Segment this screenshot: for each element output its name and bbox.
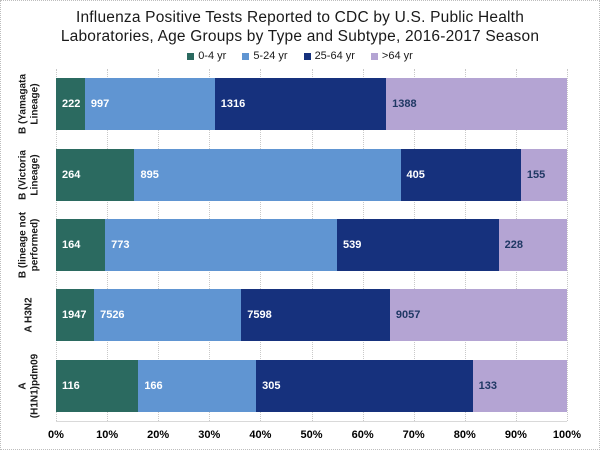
bar-segment-5-24-yr: 773 <box>105 219 337 272</box>
segment-value-label: 305 <box>262 379 281 392</box>
legend-label: >64 yr <box>381 50 413 62</box>
y-axis-label-text: A (H1N1)pdm09 <box>17 353 40 419</box>
x-axis: 0% 10% 20% 30% 40% 50% 60% 70% 80% 90% 100% <box>48 427 581 445</box>
segment-value-label: 164 <box>62 239 81 252</box>
bar-segment-5-24-yr: 166 <box>138 359 257 412</box>
bar-segment-25-64-yr: 305 <box>256 359 473 412</box>
x-axis-tick-label: 80% <box>453 429 476 441</box>
segment-value-label: 7598 <box>247 309 272 322</box>
stacked-bar: 1947 7526 7598 9057 <box>56 289 567 342</box>
legend-label: 0-4 yr <box>198 50 227 62</box>
bar-row-b-yamagata: B (Yamagata Lineage) 222 997 1316 1388 <box>17 69 567 139</box>
bar-segment-25-64-yr: 405 <box>400 148 521 201</box>
segment-value-label: 1388 <box>392 98 417 111</box>
chart-title-line1: Influenza Positive Tests Reported to CDC… <box>75 9 525 26</box>
segment-value-label: 539 <box>342 239 362 252</box>
bar-segment-25-64-yr: 539 <box>336 219 499 272</box>
x-axis-tick-label: 90% <box>504 429 527 441</box>
segment-value-label: 895 <box>140 168 159 181</box>
segment-value-label: 9057 <box>395 309 421 322</box>
bar-segment-0-4-yr: 116 <box>56 359 139 412</box>
gridline <box>567 69 568 421</box>
stacked-bar: 222 997 1316 1388 <box>56 78 567 131</box>
bar-segment-64-yr: 228 <box>498 219 567 272</box>
bar-row-a-h3n2: A H3N2 1947 7526 7598 9057 <box>23 280 567 350</box>
segment-value-label: 997 <box>90 98 110 111</box>
bar-segment-25-64-yr: 1316 <box>214 78 387 131</box>
segment-value-label: 166 <box>144 379 163 392</box>
x-axis-tick-label: 50% <box>300 429 323 441</box>
legend-label: 5-24 yr <box>253 50 288 62</box>
stacked-bar: 116 166 305 133 <box>56 359 567 412</box>
segment-value-label: 133 <box>478 379 497 392</box>
x-axis-tick-label: 10% <box>96 429 119 441</box>
segment-value-label: 1316 <box>220 98 246 111</box>
bar-row-b-lineage-not: B (lineage not performed) 164 773 539 228 <box>17 210 567 280</box>
legend-swatch-icon <box>370 52 378 60</box>
segment-value-label: 222 <box>62 98 81 111</box>
bar-segment-64-yr: 1388 <box>386 78 567 131</box>
bar-segment-0-4-yr: 222 <box>56 78 85 131</box>
stacked-bar: 164 773 539 228 <box>56 219 567 272</box>
bar-segment-64-yr: 133 <box>472 359 567 412</box>
segment-value-label: 1947 <box>62 309 87 322</box>
x-axis-tick-label: 40% <box>249 429 272 441</box>
legend-label: 25-64 yr <box>314 50 355 62</box>
bar-segment-64-yr: 155 <box>520 148 567 201</box>
legend-item-25-64-yr: 25-64 yr <box>303 50 355 62</box>
bar-segment-25-64-yr: 7598 <box>241 289 390 342</box>
segment-value-label: 264 <box>62 168 81 181</box>
chart-title-line2: Laboratories, Age Groups by Type and Sub… <box>60 28 540 45</box>
y-axis-label: B (Yamagata Lineage) <box>1 69 56 139</box>
chart-title: Influenza Positive Tests Reported to CDC… <box>1 8 599 46</box>
bar-row-a: A (H1N1)pdm09 116 166 305 133 <box>17 351 567 421</box>
bar-segment-0-4-yr: 1947 <box>56 289 95 342</box>
segment-value-label: 116 <box>62 379 80 392</box>
legend-item-0-4-yr: 0-4 yr <box>187 50 226 62</box>
legend-item-5-24-yr: 5-24 yr <box>242 50 288 62</box>
segment-value-label: 228 <box>504 239 523 252</box>
segment-value-label: 405 <box>406 168 425 181</box>
legend: 0-4 yr 5-24 yr 25-64 yr >64 yr <box>1 50 599 62</box>
legend-swatch-icon <box>242 52 250 60</box>
x-axis-tick-label: 0% <box>48 429 64 441</box>
segment-value-label: 773 <box>111 239 130 252</box>
bar-segment-5-24-yr: 7526 <box>94 289 242 342</box>
plot: B (Yamagata Lineage) 222 997 1316 1388 B (Vic… <box>17 69 568 422</box>
x-axis-tick-label: 20% <box>147 429 170 441</box>
stacked-bar: 264 895 405 155 <box>56 148 567 201</box>
legend-swatch-icon <box>187 52 195 60</box>
bar-segment-0-4-yr: 164 <box>56 219 106 272</box>
legend-swatch-icon <box>303 52 311 60</box>
bar-segment-64-yr: 9057 <box>389 289 567 342</box>
bar-row-b-victoria: B (Victoria Lineage) 264 895 405 155 <box>17 139 567 209</box>
bar-segment-0-4-yr: 264 <box>56 148 135 201</box>
bar-segment-5-24-yr: 895 <box>134 148 401 201</box>
x-axis-tick-label: 70% <box>402 429 425 441</box>
y-axis-label: A (H1N1)pdm09 <box>1 351 56 421</box>
legend-item-64-yr: >64 yr <box>370 50 413 62</box>
x-axis-tick-label: 30% <box>198 429 221 441</box>
x-axis-tick-label: 100% <box>552 429 582 441</box>
bar-rows: B (Yamagata Lineage) 222 997 1316 1388 B (Vic… <box>17 69 567 421</box>
x-axis-tick-label: 60% <box>351 429 374 441</box>
segment-value-label: 155 <box>526 168 546 181</box>
plot-area: B (Yamagata Lineage) 222 997 1316 1388 B (Vic… <box>1 67 600 451</box>
segment-value-label: 7526 <box>100 309 125 322</box>
bar-segment-5-24-yr: 997 <box>84 78 215 131</box>
